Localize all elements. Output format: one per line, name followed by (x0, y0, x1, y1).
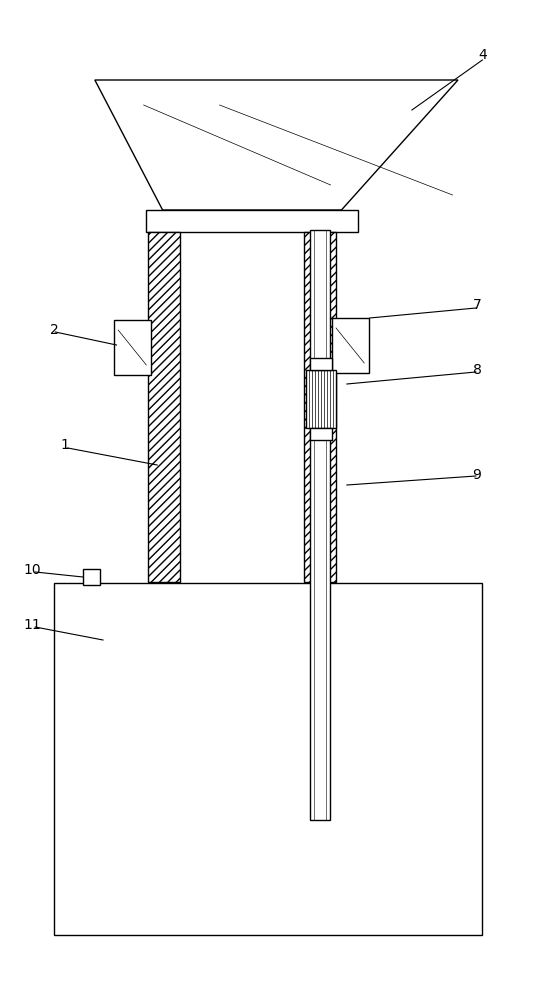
Bar (146, 210, 358, 232)
Bar (54, 583, 482, 935)
Bar (310, 230, 330, 820)
Bar (148, 232, 180, 582)
Text: 11: 11 (24, 618, 41, 632)
Bar (148, 232, 180, 582)
Bar (332, 318, 369, 373)
Polygon shape (95, 80, 458, 210)
Bar (304, 232, 336, 582)
Text: 7: 7 (473, 298, 481, 312)
Text: 10: 10 (24, 563, 41, 577)
Text: 1: 1 (61, 438, 69, 452)
Text: 8: 8 (473, 363, 481, 377)
Bar (114, 320, 151, 375)
Bar (306, 370, 336, 428)
Text: 2: 2 (50, 323, 59, 337)
Bar (310, 428, 332, 440)
Text: 9: 9 (473, 468, 481, 482)
Text: 4: 4 (478, 48, 487, 62)
Bar (83, 569, 100, 585)
Bar (310, 358, 332, 370)
Bar (304, 232, 336, 582)
